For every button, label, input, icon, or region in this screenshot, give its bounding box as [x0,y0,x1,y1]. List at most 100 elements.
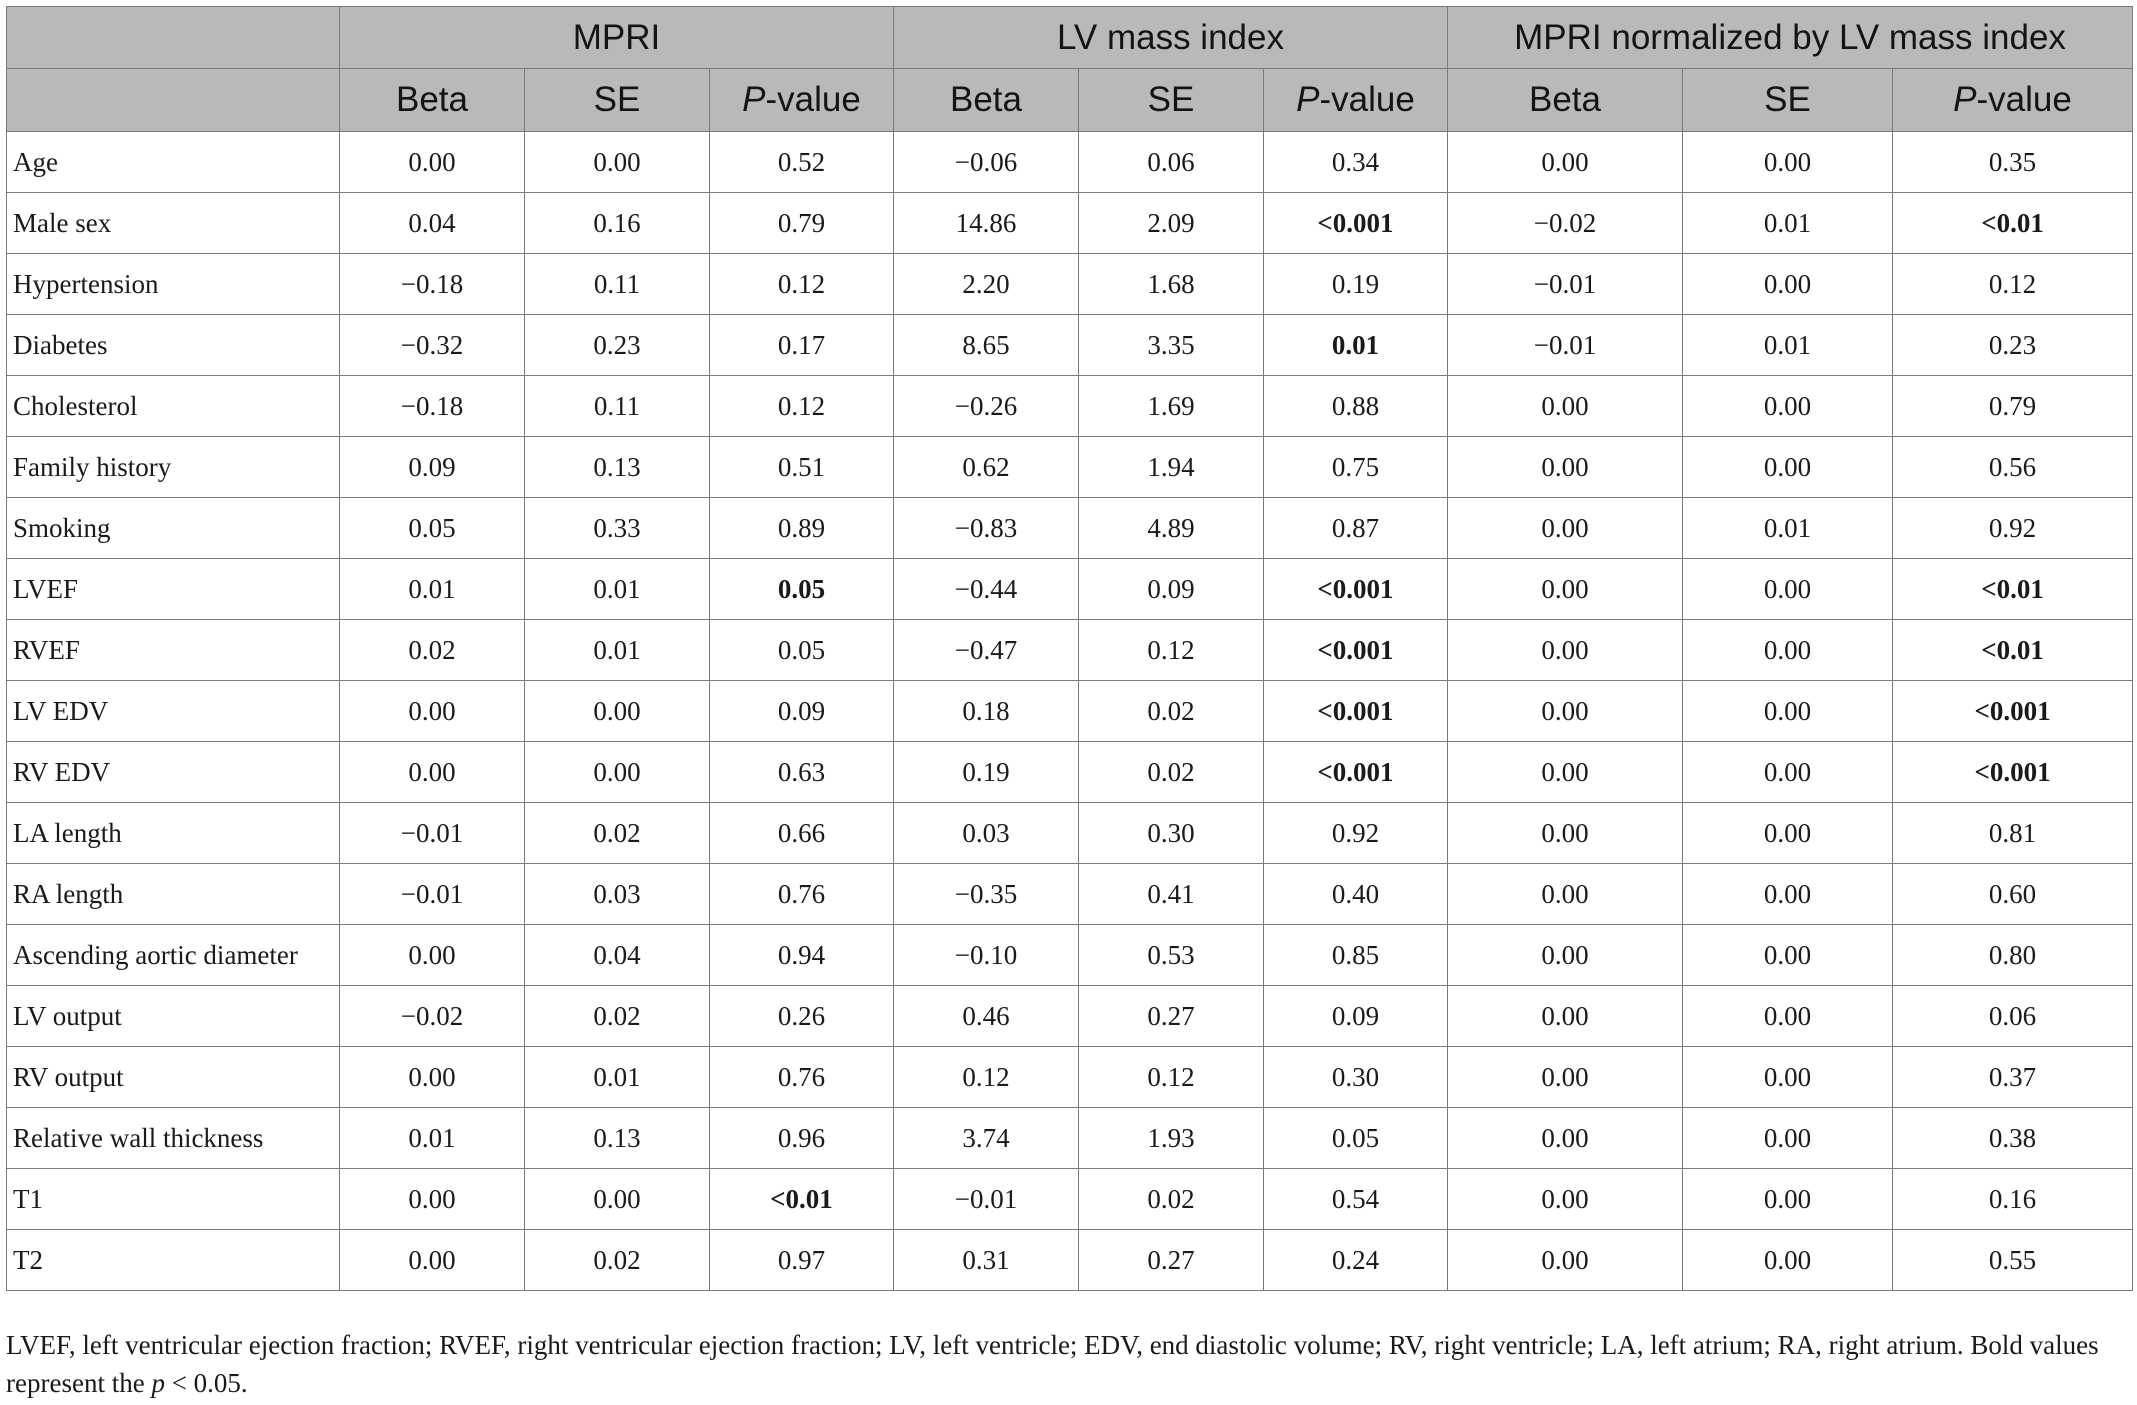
cell-mpri-se: 0.02 [524,1229,710,1291]
sub-header-p-value-lv-mass-index: P-value [1263,68,1448,132]
cell-mpri-beta: 0.00 [339,680,525,742]
row-label: Family history [6,436,340,498]
cell-normalized-p-value: 0.16 [1891,1168,2134,1230]
group-header-mpri-normalized: MPRI normalized by LV mass index [1446,6,2134,69]
cell-normalized-beta: −0.01 [1447,253,1683,315]
cell-normalized-beta: 0.00 [1447,131,1683,193]
table-body: Age 0.00 0.00 0.52 −0.06 0.06 0.34 0.00 0.00 0.35… [6,131,2134,1291]
cell-lv-mass-index-p-value: 0.09 [1263,985,1448,1047]
cell-mpri-p-value: 0.26 [709,985,894,1047]
cell-lv-mass-index-beta: 3.74 [893,1107,1079,1169]
cell-mpri-beta: 0.00 [339,1229,525,1291]
cell-lv-mass-index-beta: 0.18 [893,680,1079,742]
cell-normalized-se: 0.00 [1682,1046,1893,1108]
sub-header-row: Beta SE P-value Beta SE P-value Beta SE P-value [6,68,2134,132]
cell-normalized-p-value: <0.01 [1891,558,2134,620]
cell-lv-mass-index-p-value: 0.75 [1263,436,1448,498]
cell-lv-mass-index-p-value: 0.19 [1263,253,1448,315]
cell-mpri-se: 0.01 [524,619,710,681]
row-label: T1 [6,1168,340,1230]
cell-mpri-beta: 0.00 [339,1046,525,1108]
cell-lv-mass-index-se: 0.02 [1078,1168,1264,1230]
cell-normalized-se: 0.00 [1682,1107,1893,1169]
cell-lv-mass-index-beta: 0.46 [893,985,1079,1047]
cell-normalized-se: 0.00 [1682,436,1893,498]
cell-mpri-p-value: 0.96 [709,1107,894,1169]
cell-mpri-p-value: 0.05 [709,619,894,681]
cell-mpri-se: 0.00 [524,680,710,742]
row-label: RA length [6,863,340,925]
cell-lv-mass-index-p-value: 0.05 [1263,1107,1448,1169]
cell-lv-mass-index-se: 0.06 [1078,131,1264,193]
cell-normalized-p-value: 0.55 [1891,1229,2134,1291]
cell-normalized-p-value: 0.06 [1891,985,2134,1047]
cell-normalized-beta: 0.00 [1447,1046,1683,1108]
cell-mpri-p-value: 0.09 [709,680,894,742]
cell-lv-mass-index-beta: 0.12 [893,1046,1079,1108]
cell-normalized-beta: 0.00 [1447,802,1683,864]
cell-mpri-beta: 0.00 [339,924,525,986]
cell-mpri-beta: 0.05 [339,497,525,559]
row-label: Male sex [6,192,340,254]
cell-lv-mass-index-se: 0.02 [1078,741,1264,803]
cell-lv-mass-index-p-value: <0.001 [1263,619,1448,681]
table-row: Family history 0.09 0.13 0.51 0.62 1.94 0.75 0.… [6,436,2134,498]
cell-lv-mass-index-se: 1.93 [1078,1107,1264,1169]
cell-mpri-beta: 0.01 [339,1107,525,1169]
header-empty-cell [6,68,340,132]
cell-mpri-se: 0.13 [524,436,710,498]
cell-lv-mass-index-beta: 0.62 [893,436,1079,498]
cell-normalized-se: 0.00 [1682,802,1893,864]
cell-normalized-se: 0.00 [1682,863,1893,925]
table-row: Diabetes −0.32 0.23 0.17 8.65 3.35 0.01 −0.01 0.… [6,314,2134,376]
cell-lv-mass-index-beta: −0.35 [893,863,1079,925]
cell-lv-mass-index-beta: 2.20 [893,253,1079,315]
cell-mpri-beta: −0.18 [339,375,525,437]
cell-mpri-se: 0.16 [524,192,710,254]
table-row: LA length −0.01 0.02 0.66 0.03 0.30 0.92 0.00 0.… [6,802,2134,864]
row-label: LA length [6,802,340,864]
cell-normalized-p-value: <0.001 [1891,741,2134,803]
cell-normalized-p-value: 0.56 [1891,436,2134,498]
row-label: T2 [6,1229,340,1291]
cell-mpri-beta: −0.02 [339,985,525,1047]
cell-lv-mass-index-p-value: 0.24 [1263,1229,1448,1291]
row-label: Diabetes [6,314,340,376]
cell-lv-mass-index-beta: −0.06 [893,131,1079,193]
cell-lv-mass-index-p-value: 0.40 [1263,863,1448,925]
cell-mpri-beta: 0.01 [339,558,525,620]
cell-normalized-p-value: <0.001 [1891,680,2134,742]
cell-normalized-beta: −0.01 [1447,314,1683,376]
cell-lv-mass-index-se: 0.09 [1078,558,1264,620]
cell-lv-mass-index-se: 3.35 [1078,314,1264,376]
cell-lv-mass-index-p-value: 0.54 [1263,1168,1448,1230]
table-row: RV output 0.00 0.01 0.76 0.12 0.12 0.30 0.00 0.0… [6,1046,2134,1108]
row-label: Ascending aortic diameter [6,924,340,986]
cell-mpri-se: 0.01 [524,1046,710,1108]
cell-normalized-beta: 0.00 [1447,863,1683,925]
cell-lv-mass-index-se: 4.89 [1078,497,1264,559]
sub-header-se-mpri-normalized: SE [1682,68,1893,132]
cell-normalized-beta: 0.00 [1447,1229,1683,1291]
cell-normalized-beta: 0.00 [1447,619,1683,681]
cell-lv-mass-index-p-value: <0.001 [1263,558,1448,620]
cell-normalized-p-value: 0.37 [1891,1046,2134,1108]
cell-normalized-se: 0.00 [1682,741,1893,803]
table-row: Age 0.00 0.00 0.52 −0.06 0.06 0.34 0.00 0.00 0.35 [6,131,2134,193]
cell-lv-mass-index-p-value: 0.85 [1263,924,1448,986]
cell-lv-mass-index-p-value: 0.01 [1263,314,1448,376]
p-symbol: P [1953,80,1977,119]
row-label: Relative wall thickness [6,1107,340,1169]
cell-lv-mass-index-p-value: 0.88 [1263,375,1448,437]
cell-mpri-beta: 0.00 [339,741,525,803]
cell-mpri-beta: −0.32 [339,314,525,376]
cell-mpri-p-value: 0.12 [709,253,894,315]
cell-normalized-beta: 0.00 [1447,1107,1683,1169]
cell-normalized-p-value: <0.01 [1891,192,2134,254]
cell-mpri-se: 0.00 [524,131,710,193]
table-row: LV EDV 0.00 0.00 0.09 0.18 0.02 <0.001 0.00 0.00… [6,680,2134,742]
cell-lv-mass-index-se: 1.68 [1078,253,1264,315]
cell-mpri-beta: −0.18 [339,253,525,315]
row-label: RVEF [6,619,340,681]
cell-normalized-se: 0.01 [1682,497,1893,559]
